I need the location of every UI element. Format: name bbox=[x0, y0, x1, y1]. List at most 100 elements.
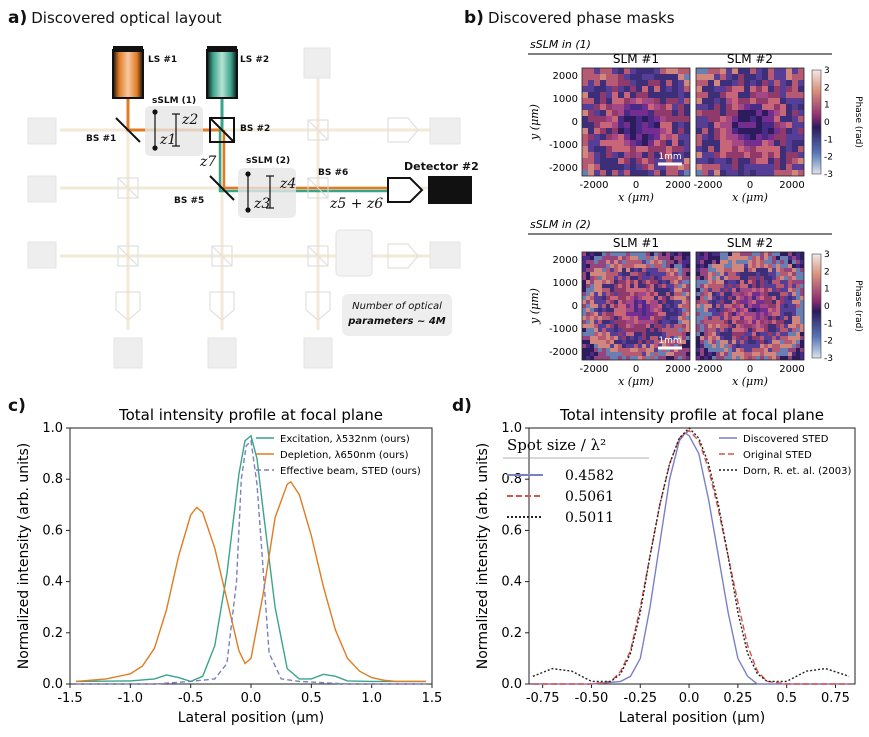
y-tick-label: 1000 bbox=[553, 278, 578, 289]
phase-masks-figure: sSLM in (1)SLM #11mm200010000-1000-2000y… bbox=[528, 38, 863, 388]
colorbar-tick: -3 bbox=[824, 170, 833, 180]
x-axis-label: x (μm) bbox=[732, 375, 768, 388]
y-tick-label: 0.8 bbox=[42, 472, 63, 487]
x-axis-label: Lateral position (μm) bbox=[178, 710, 325, 726]
detector-2 bbox=[428, 176, 472, 204]
label-bs5: BS #5 bbox=[174, 196, 205, 206]
slm-header: SLM #2 bbox=[727, 52, 773, 66]
legend-label-1: Excitation, λ532nm (ours) bbox=[280, 434, 410, 445]
legend-label-3: Dorn, R. et. al. (2003) bbox=[743, 466, 851, 477]
plot-frame bbox=[528, 427, 856, 685]
y-tick-label: 2000 bbox=[553, 255, 578, 266]
x-tick-label: 0.5 bbox=[776, 691, 797, 706]
x-tick-label: 0 bbox=[633, 364, 639, 375]
x-tick-label: -2000 bbox=[579, 364, 608, 375]
series-line-2 bbox=[532, 429, 850, 685]
bs1-mirror bbox=[115, 117, 141, 143]
y-tick-label: 0.2 bbox=[42, 626, 63, 641]
panel-c-letter: c) bbox=[8, 396, 26, 416]
bs2-cube bbox=[209, 117, 235, 143]
x-tick-label: 0.75 bbox=[821, 691, 850, 706]
y-axis-label: y (μm) bbox=[528, 288, 541, 325]
y-tick-label: 0.4 bbox=[42, 575, 63, 590]
faded-splitters bbox=[115, 117, 419, 321]
phase-mask-image bbox=[696, 68, 804, 176]
y-tick-label: 0.2 bbox=[501, 626, 522, 641]
series-line-2 bbox=[75, 480, 426, 683]
x-axis-label: x (μm) bbox=[618, 375, 654, 388]
x-tick-label: 0.5 bbox=[301, 691, 322, 706]
colorbar-tick: 0 bbox=[824, 118, 830, 128]
x-tick-label: -2000 bbox=[693, 364, 722, 375]
series-line-3 bbox=[76, 439, 426, 685]
y-tick-label: 0.0 bbox=[42, 677, 63, 692]
optical-layout-diagram bbox=[27, 46, 472, 369]
y-tick-label: -1000 bbox=[549, 140, 578, 151]
y-tick-label: 1000 bbox=[553, 94, 578, 105]
x-axis-label: x (μm) bbox=[732, 191, 768, 204]
y-tick-label: 0.6 bbox=[501, 523, 522, 538]
laser-source-1 bbox=[112, 46, 144, 99]
colorbar-label: Phase (rad) bbox=[853, 96, 863, 148]
row-title: sSLM in (1) bbox=[530, 38, 591, 51]
colorbar-tick: -2 bbox=[824, 153, 833, 163]
spot-size-header: Spot size / λ² bbox=[507, 436, 606, 454]
phase-mask-image bbox=[696, 252, 804, 360]
colorbar bbox=[811, 253, 822, 359]
sslm-2-box bbox=[238, 168, 296, 218]
colorbar-tick: -1 bbox=[824, 135, 833, 145]
slm-header: SLM #2 bbox=[727, 236, 773, 250]
y-tick-label: 2000 bbox=[553, 71, 578, 82]
colorbar-tick: 2 bbox=[824, 83, 830, 93]
x-tick-label: -0.50 bbox=[575, 691, 609, 706]
label-z4: z4 bbox=[280, 176, 297, 192]
x-tick-label: 1.0 bbox=[361, 691, 382, 706]
y-tick-label: 0.6 bbox=[42, 523, 63, 538]
x-tick-label: 0.25 bbox=[723, 691, 752, 706]
bs5-mirror bbox=[209, 175, 235, 201]
colorbar-tick: 1 bbox=[824, 285, 830, 295]
panel-d-letter: d) bbox=[452, 396, 472, 416]
x-tick-label: 2000 bbox=[779, 180, 804, 191]
colorbar-tick: 0 bbox=[824, 302, 830, 312]
spot-value-2: 0.5061 bbox=[565, 489, 614, 505]
label-bs2: BS #2 bbox=[240, 124, 271, 134]
label-z5-z6: z5 + z6 bbox=[330, 196, 384, 212]
legend-label-2: Original STED bbox=[743, 450, 812, 461]
label-z1: z1 bbox=[160, 132, 177, 148]
x-axis-label: Lateral position (μm) bbox=[619, 710, 766, 726]
legend-label-3: Effective beam, STED (ours) bbox=[280, 466, 421, 477]
colorbar-label: Phase (rad) bbox=[853, 280, 863, 332]
x-tick-label: 0 bbox=[633, 180, 639, 191]
y-tick-label: 0.0 bbox=[501, 677, 522, 692]
legend-label-2: Depletion, λ650nm (ours) bbox=[280, 450, 409, 461]
chart-d: Total intensity profile at focal plane -0… bbox=[475, 406, 856, 726]
x-tick-label: 0.0 bbox=[241, 691, 262, 706]
label-ls1: LS #1 bbox=[148, 55, 178, 65]
label-z2: z2 bbox=[182, 112, 199, 128]
x-axis-label: x (μm) bbox=[618, 191, 654, 204]
row-title: sSLM in (2) bbox=[530, 218, 591, 231]
colorbar-tick: -3 bbox=[824, 354, 833, 364]
y-tick-label: -1000 bbox=[549, 324, 578, 335]
label-z7: z7 bbox=[200, 154, 217, 170]
x-tick-label: 1.5 bbox=[422, 691, 443, 706]
y-axis-label: y (μm) bbox=[528, 104, 541, 141]
label-z3: z3 bbox=[254, 196, 271, 212]
y-tick-label: 0 bbox=[572, 117, 578, 128]
phase-mask-image bbox=[582, 68, 690, 176]
x-tick-label: -0.25 bbox=[623, 691, 657, 706]
colorbar bbox=[811, 69, 822, 175]
colorbar-tick: -1 bbox=[824, 319, 833, 329]
label-bs6: BS #6 bbox=[318, 168, 349, 178]
series-line-1 bbox=[75, 434, 426, 683]
scale-bar-label: 1mm bbox=[658, 336, 681, 346]
chart-title: Total intensity profile at focal plane bbox=[559, 406, 824, 424]
x-tick-label: -0.75 bbox=[526, 691, 560, 706]
x-tick-label: -1.0 bbox=[118, 691, 143, 706]
label-ls2: LS #2 bbox=[240, 55, 270, 65]
x-tick-label: -2000 bbox=[693, 180, 722, 191]
slm-header: SLM #1 bbox=[613, 52, 659, 66]
series-line-3 bbox=[532, 426, 850, 683]
faded-sslm bbox=[335, 229, 373, 277]
